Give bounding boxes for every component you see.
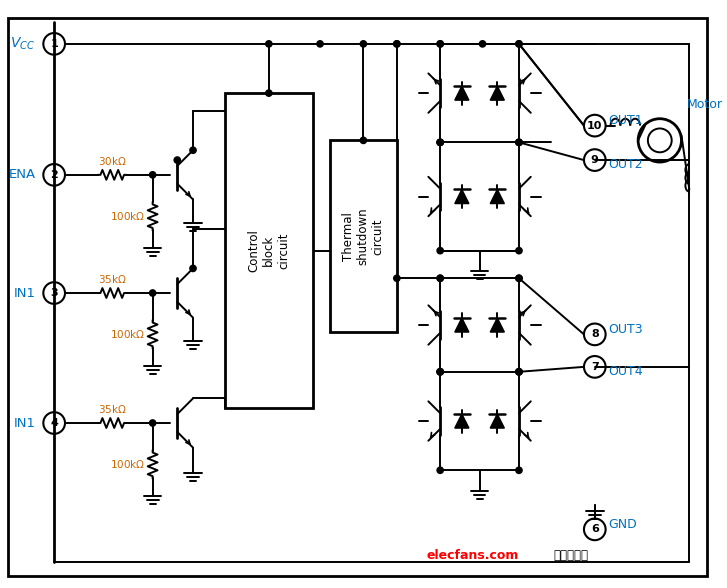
Circle shape xyxy=(437,139,443,145)
Polygon shape xyxy=(490,318,505,332)
Text: 电子发烧友: 电子发烧友 xyxy=(554,549,589,563)
Circle shape xyxy=(190,147,196,153)
Polygon shape xyxy=(455,86,469,100)
Text: IN1: IN1 xyxy=(14,416,36,429)
Circle shape xyxy=(516,139,522,145)
Text: Thermal
shutdown
circuit: Thermal shutdown circuit xyxy=(342,208,385,265)
Circle shape xyxy=(437,467,443,473)
Text: 1: 1 xyxy=(50,39,58,49)
Circle shape xyxy=(516,139,522,145)
Circle shape xyxy=(516,41,522,47)
Text: $V_{CC}$: $V_{CC}$ xyxy=(10,36,36,52)
Text: IN1: IN1 xyxy=(14,286,36,299)
Text: OUT3: OUT3 xyxy=(608,323,643,336)
Text: elecfans.com: elecfans.com xyxy=(427,549,519,563)
Polygon shape xyxy=(455,189,469,203)
Circle shape xyxy=(437,139,443,145)
Text: 6: 6 xyxy=(591,524,599,534)
Text: 10: 10 xyxy=(587,121,603,131)
Circle shape xyxy=(479,41,486,47)
Polygon shape xyxy=(455,414,469,428)
Text: GND: GND xyxy=(608,518,638,531)
Circle shape xyxy=(150,172,156,178)
Circle shape xyxy=(437,275,443,282)
Circle shape xyxy=(437,41,443,47)
Circle shape xyxy=(516,369,522,375)
FancyBboxPatch shape xyxy=(225,93,313,408)
Circle shape xyxy=(437,248,443,254)
Circle shape xyxy=(360,41,366,47)
Circle shape xyxy=(360,137,366,143)
Text: 35k$\Omega$: 35k$\Omega$ xyxy=(98,403,126,415)
Circle shape xyxy=(265,90,272,96)
Circle shape xyxy=(437,369,443,375)
Circle shape xyxy=(516,467,522,473)
Circle shape xyxy=(150,420,156,426)
Text: 30k$\Omega$: 30k$\Omega$ xyxy=(98,155,126,167)
Text: Motor: Motor xyxy=(686,98,723,111)
Circle shape xyxy=(437,139,443,145)
Text: OUT1: OUT1 xyxy=(608,114,643,127)
Circle shape xyxy=(394,275,400,282)
Text: 35k$\Omega$: 35k$\Omega$ xyxy=(98,273,126,285)
Circle shape xyxy=(516,41,522,47)
Circle shape xyxy=(437,369,443,375)
Circle shape xyxy=(516,369,522,375)
Circle shape xyxy=(394,41,400,47)
Circle shape xyxy=(150,290,156,296)
Circle shape xyxy=(437,41,443,47)
Polygon shape xyxy=(455,318,469,332)
Circle shape xyxy=(394,41,400,47)
Text: 3: 3 xyxy=(50,288,58,298)
Text: 2: 2 xyxy=(50,170,58,180)
FancyBboxPatch shape xyxy=(330,141,397,332)
Circle shape xyxy=(516,248,522,254)
Circle shape xyxy=(437,369,443,375)
Circle shape xyxy=(437,275,443,282)
Text: 8: 8 xyxy=(591,329,598,339)
Circle shape xyxy=(516,275,522,282)
Text: 100k$\Omega$: 100k$\Omega$ xyxy=(111,210,145,222)
Text: 100k$\Omega$: 100k$\Omega$ xyxy=(111,459,145,470)
Circle shape xyxy=(190,265,196,272)
Polygon shape xyxy=(490,86,505,100)
Text: 100k$\Omega$: 100k$\Omega$ xyxy=(111,328,145,340)
Circle shape xyxy=(265,41,272,47)
Text: 4: 4 xyxy=(50,418,58,428)
Polygon shape xyxy=(490,189,505,203)
Text: 7: 7 xyxy=(591,362,598,372)
Circle shape xyxy=(317,41,324,47)
Circle shape xyxy=(516,275,522,282)
Circle shape xyxy=(516,139,522,145)
Polygon shape xyxy=(490,414,505,428)
Text: OUT4: OUT4 xyxy=(608,365,643,378)
Text: OUT2: OUT2 xyxy=(608,159,643,172)
Circle shape xyxy=(516,369,522,375)
Circle shape xyxy=(174,157,180,163)
Text: 9: 9 xyxy=(591,155,599,165)
Text: ENA: ENA xyxy=(8,168,36,181)
Text: Control
block
circuit: Control block circuit xyxy=(247,229,290,272)
